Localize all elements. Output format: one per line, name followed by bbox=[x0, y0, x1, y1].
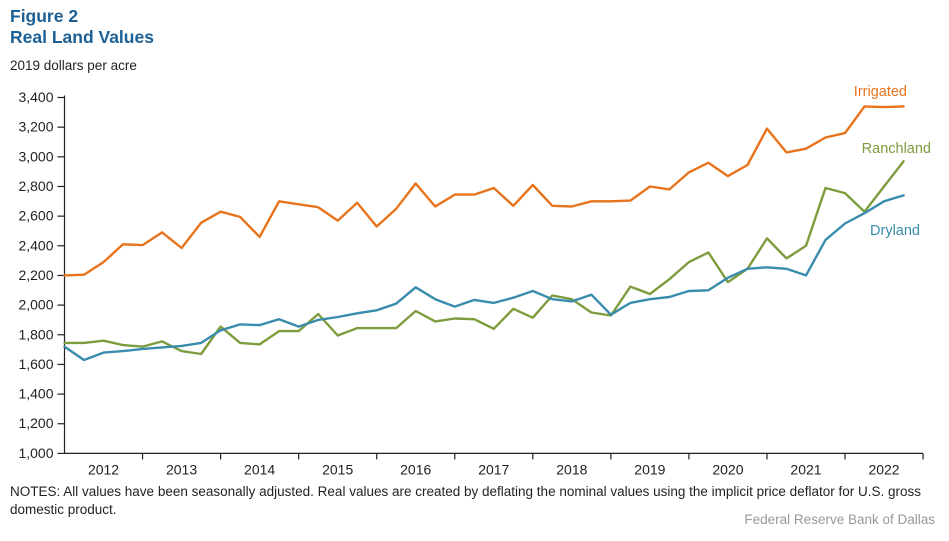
axis-unit-label: 2019 dollars per acre bbox=[10, 58, 137, 73]
page-title: Real Land Values bbox=[10, 27, 154, 47]
irrigated-line bbox=[63, 105, 905, 277]
chart-notes: NOTES: All values have been seasonally a… bbox=[10, 484, 921, 517]
x-tick-label: 2018 bbox=[556, 461, 587, 477]
irrigated-series-label: Irrigated bbox=[854, 84, 907, 100]
ranchland-series-label: Ranchland bbox=[862, 141, 931, 157]
x-tick-label: 2013 bbox=[166, 461, 197, 477]
y-tick-label: 1,600 bbox=[18, 356, 53, 372]
x-tick-label: 2015 bbox=[322, 461, 353, 477]
dryland-line bbox=[63, 194, 905, 362]
y-tick-label: 2,200 bbox=[18, 267, 53, 283]
x-tick-label: 2012 bbox=[88, 461, 119, 477]
dryland-series-label: Dryland bbox=[870, 223, 920, 239]
y-tick-label: 3,200 bbox=[18, 119, 53, 135]
y-tick-label: 3,000 bbox=[18, 148, 53, 164]
y-tick-label: 1,800 bbox=[18, 326, 53, 342]
y-tick-label: 2,000 bbox=[18, 297, 53, 313]
ranchland-line bbox=[63, 160, 905, 356]
figure-label: Figure 2 bbox=[10, 6, 79, 26]
x-tick-label: 2019 bbox=[634, 461, 665, 477]
y-tick-label: 1,000 bbox=[18, 445, 53, 461]
x-tick-label: 2020 bbox=[712, 461, 743, 477]
y-tick-label: 1,400 bbox=[18, 386, 53, 402]
source-attribution: Federal Reserve Bank of Dallas bbox=[744, 512, 935, 527]
x-tick-label: 2022 bbox=[868, 461, 899, 477]
y-tick-label: 2,600 bbox=[18, 208, 53, 224]
y-tick-label: 2,400 bbox=[18, 237, 53, 253]
x-tick-label: 2014 bbox=[244, 461, 275, 477]
y-tick-label: 1,200 bbox=[18, 415, 53, 431]
x-tick-label: 2016 bbox=[400, 461, 431, 477]
x-tick-label: 2017 bbox=[478, 461, 509, 477]
x-tick-label: 2021 bbox=[790, 461, 821, 477]
y-tick-label: 3,400 bbox=[18, 89, 53, 105]
y-tick-label: 2,800 bbox=[18, 178, 53, 194]
chart-title-block: Figure 2 Real Land Values bbox=[10, 6, 154, 48]
